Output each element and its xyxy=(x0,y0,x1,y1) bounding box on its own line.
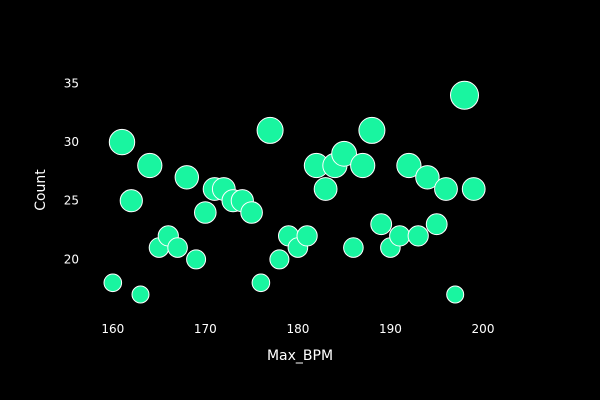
data-point-18[interactable] xyxy=(269,249,290,270)
data-point-1[interactable] xyxy=(108,128,136,156)
y-tick-label: 35 xyxy=(64,77,79,91)
data-point-36[interactable] xyxy=(434,177,458,201)
data-point-25[interactable] xyxy=(331,140,358,167)
y-axis-ticks: 20 25 30 35 xyxy=(64,77,79,267)
data-point-9[interactable] xyxy=(186,249,207,270)
data-point-21[interactable] xyxy=(296,225,318,247)
data-point-26[interactable] xyxy=(343,237,364,258)
data-point-7[interactable] xyxy=(167,237,188,258)
data-point-34[interactable] xyxy=(415,165,440,190)
data-point-27[interactable] xyxy=(350,152,376,179)
data-point-23[interactable] xyxy=(313,177,338,201)
x-tick-label: 190 xyxy=(379,322,402,336)
data-point-16[interactable] xyxy=(251,273,271,293)
x-tick-label: 200 xyxy=(472,322,495,336)
data-point-17[interactable] xyxy=(256,116,284,144)
x-axis-title: Max_BPM xyxy=(267,348,333,364)
x-tick-label: 170 xyxy=(194,322,217,336)
data-point-37[interactable] xyxy=(446,285,465,304)
data-point-15[interactable] xyxy=(240,201,263,224)
y-axis-title: Count xyxy=(33,169,49,211)
data-point-28[interactable] xyxy=(358,116,386,144)
data-point-39[interactable] xyxy=(461,177,486,201)
x-axis-ticks: 160 170 180 190 200 xyxy=(101,322,494,336)
data-point-10[interactable] xyxy=(194,201,217,224)
data-point-0[interactable] xyxy=(103,273,123,293)
data-point-29[interactable] xyxy=(370,213,393,236)
data-point-31[interactable] xyxy=(389,225,411,247)
data-point-33[interactable] xyxy=(407,225,429,247)
data-point-4[interactable] xyxy=(137,152,163,179)
y-tick-label: 30 xyxy=(64,135,79,149)
x-tick-label: 180 xyxy=(286,322,309,336)
x-tick-label: 160 xyxy=(101,322,124,336)
data-point-3[interactable] xyxy=(131,285,150,304)
y-tick-label: 20 xyxy=(64,252,79,266)
marker-layer xyxy=(103,80,486,304)
data-point-38[interactable] xyxy=(450,80,479,110)
data-point-8[interactable] xyxy=(174,165,200,190)
data-point-32[interactable] xyxy=(396,152,422,179)
data-point-35[interactable] xyxy=(425,213,448,236)
data-point-2[interactable] xyxy=(119,189,143,213)
y-tick-label: 25 xyxy=(64,194,79,208)
